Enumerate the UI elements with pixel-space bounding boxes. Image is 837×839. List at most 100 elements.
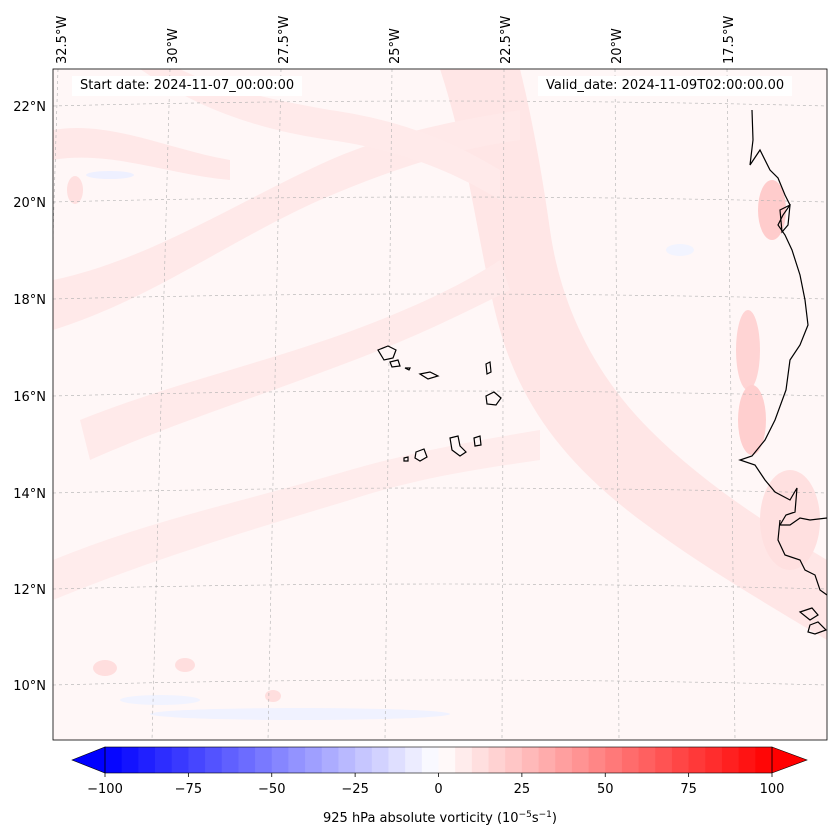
colorbar-segment (338, 747, 356, 773)
colorbar-segment (671, 747, 690, 773)
lon-label-32-5w: 32.5°W (55, 16, 70, 64)
colorbar-max-extension (771, 746, 808, 774)
colorbar-tick-label: 50 (597, 782, 614, 797)
parallel (53, 293, 827, 300)
colorbar-segment (571, 747, 589, 773)
colorbar-segment (688, 747, 706, 773)
colorbar-segment (188, 747, 206, 773)
parallel (53, 487, 827, 494)
parallel (53, 583, 827, 590)
colorbar-segment (438, 747, 456, 773)
vorticity-blob (738, 385, 766, 455)
colorbar-segment (171, 747, 189, 773)
lat-label-10n: 10°N (13, 679, 46, 694)
islands-coast (779, 203, 791, 234)
lat-label-18n: 18°N (13, 293, 46, 308)
colorbar-segment (421, 747, 439, 773)
parallel (53, 390, 827, 397)
colorbar-segment (405, 747, 423, 773)
colorbar-segment (721, 747, 740, 773)
longitude-labels: 32.5°W 30°W 27.5°W 25°W 22.5°W 20°W 17.5… (55, 16, 737, 64)
colorbar-segment (355, 747, 373, 773)
lon-label-22-5w: 22.5°W (499, 16, 514, 64)
colorbar-segment (755, 747, 773, 773)
vorticity-blob (265, 690, 281, 702)
islands-coast (807, 621, 827, 635)
colorbar-segment (155, 747, 173, 773)
valid-date-label: Valid_date: 2024-11-09T02:00:00.00 (538, 76, 793, 96)
meridian (726, 69, 736, 740)
lon-label-17-5w: 17.5°W (722, 16, 737, 64)
colorbar-segment (505, 747, 523, 773)
colorbar-segment (621, 747, 639, 773)
colorbar-segments (105, 747, 773, 773)
colorbar-segment (471, 747, 489, 773)
colorbar-min-extension (71, 746, 106, 774)
colorbar-segment (705, 747, 723, 773)
colorbar-segment (255, 747, 273, 773)
colorbar-segment (371, 747, 389, 773)
colorbar: −100 −75 −50 −25 0 25 50 75 100 925 hPa absolute… (71, 746, 808, 826)
colorbar-tick-label: 100 (760, 782, 785, 797)
colorbar-segment (205, 747, 223, 773)
cape-verde-santo-antao (377, 345, 397, 361)
vorticity-band (53, 110, 520, 330)
africa-coastline (777, 519, 827, 596)
cape-verde-brava (403, 456, 409, 462)
cape-verde-sal (485, 361, 492, 375)
vorticity-band (440, 69, 827, 640)
vorticity-blob (758, 180, 786, 240)
colorbar-segment (521, 747, 539, 773)
colorbar-segment (738, 747, 756, 773)
colorbar-segment (121, 747, 139, 773)
colorbar-segment (488, 747, 506, 773)
vorticity-negative (150, 708, 450, 720)
cape-verde-sao-vicente (389, 359, 401, 368)
parallel (53, 100, 827, 107)
africa-coastline (738, 109, 827, 526)
colorbar-tick-label: 75 (680, 782, 697, 797)
colorbar-segment (455, 747, 473, 773)
cape-verde-santiago (449, 435, 467, 457)
colorbar-segment (588, 747, 606, 773)
colorbar-segment (138, 747, 156, 773)
lon-label-30w: 30°W (166, 28, 181, 64)
cape-verde-santa-luzia (404, 367, 411, 371)
colorbar-segment (221, 747, 239, 773)
colorbar-segment (638, 747, 656, 773)
cape-verde-boa-vista (485, 391, 502, 406)
colorbar-segment (388, 747, 406, 773)
islands-coast (798, 607, 819, 621)
meridian (384, 69, 393, 740)
colorbar-segment (655, 747, 673, 773)
colorbar-segment (555, 747, 573, 773)
colorbar-segment (321, 747, 339, 773)
latitude-labels: 22°N 20°N 18°N 16°N 14°N 12°N 10°N (13, 100, 46, 694)
colorbar-tick-label: 25 (514, 782, 531, 797)
meridian (267, 69, 282, 740)
colorbar-ticks: −100 −75 −50 −25 0 25 50 75 100 (87, 773, 784, 797)
colorbar-tick-label: −100 (87, 782, 123, 797)
colorbar-tick-label: 0 (434, 782, 442, 797)
start-date-label: Start date: 2024-11-07_00:00:00 (72, 76, 303, 96)
colorbar-label: 925 hPa absolute vorticity (10−5s−1) (323, 810, 557, 826)
vorticity-blob (736, 310, 760, 390)
colorbar-segment (305, 747, 323, 773)
colorbar-segment (271, 747, 289, 773)
colorbar-segment (288, 747, 306, 773)
lat-label-22n: 22°N (13, 100, 46, 115)
meridian (501, 69, 505, 740)
vorticity-band (53, 127, 230, 180)
cape-verde-maio (473, 435, 482, 447)
vorticity-negative (86, 171, 134, 179)
map-frame (52, 68, 828, 741)
lat-label-20n: 20°N (13, 196, 46, 211)
colorbar-tick-label: −50 (258, 782, 285, 797)
coastlines (377, 109, 827, 635)
lon-label-20w: 20°W (610, 28, 625, 64)
vorticity-negative (666, 244, 694, 256)
lat-label-14n: 14°N (13, 487, 46, 502)
lat-label-16n: 16°N (13, 390, 46, 405)
vorticity-blob (67, 176, 83, 204)
